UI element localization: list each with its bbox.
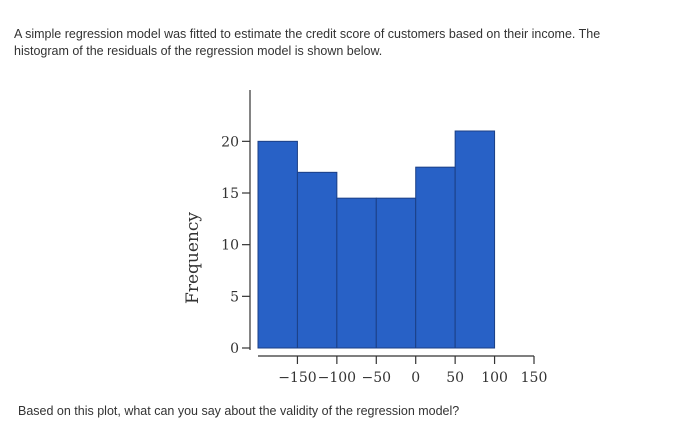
x-tick-label: 50 — [446, 370, 464, 386]
x-tick-label: 150 — [521, 370, 548, 386]
histogram-svg: −150 −100 −50 0 50 100 150 0 5 10 15 20 Frequency — [183, 90, 547, 386]
x-tick-label: −50 — [362, 370, 392, 386]
x-tick-label: 0 — [411, 370, 420, 386]
bars-group — [257, 130, 496, 349]
histogram-bar-4 — [375, 197, 417, 349]
histogram-bar-1 — [257, 140, 298, 349]
y-tick-label: 20 — [221, 134, 239, 150]
histogram-bar-5 — [415, 166, 456, 349]
y-tick-label: 10 — [221, 238, 239, 254]
y-tick-label: 0 — [230, 341, 239, 357]
y-axis-label: Frequency — [183, 212, 203, 304]
y-tick-label: 15 — [221, 186, 239, 202]
y-ticks-group: 0 5 10 15 20 — [221, 134, 250, 357]
histogram-bar-2 — [296, 171, 338, 349]
axes-group — [249, 90, 534, 357]
problem-intro: A simple regression model was fitted to … — [14, 27, 601, 58]
histogram-chart: −150 −100 −50 0 50 100 150 0 5 10 15 20 Frequency — [170, 80, 550, 390]
x-tick-label: −100 — [318, 370, 356, 386]
x-tick-label: 100 — [481, 370, 508, 386]
x-ticks-group: −150 −100 −50 0 50 100 150 — [278, 356, 547, 386]
histogram-bar-6 — [454, 130, 496, 349]
histogram-bar-3 — [336, 197, 377, 349]
y-tick-label: 5 — [230, 289, 239, 305]
problem-question: Based on this plot, what can you say abo… — [18, 404, 460, 418]
x-tick-label: −150 — [278, 370, 316, 386]
